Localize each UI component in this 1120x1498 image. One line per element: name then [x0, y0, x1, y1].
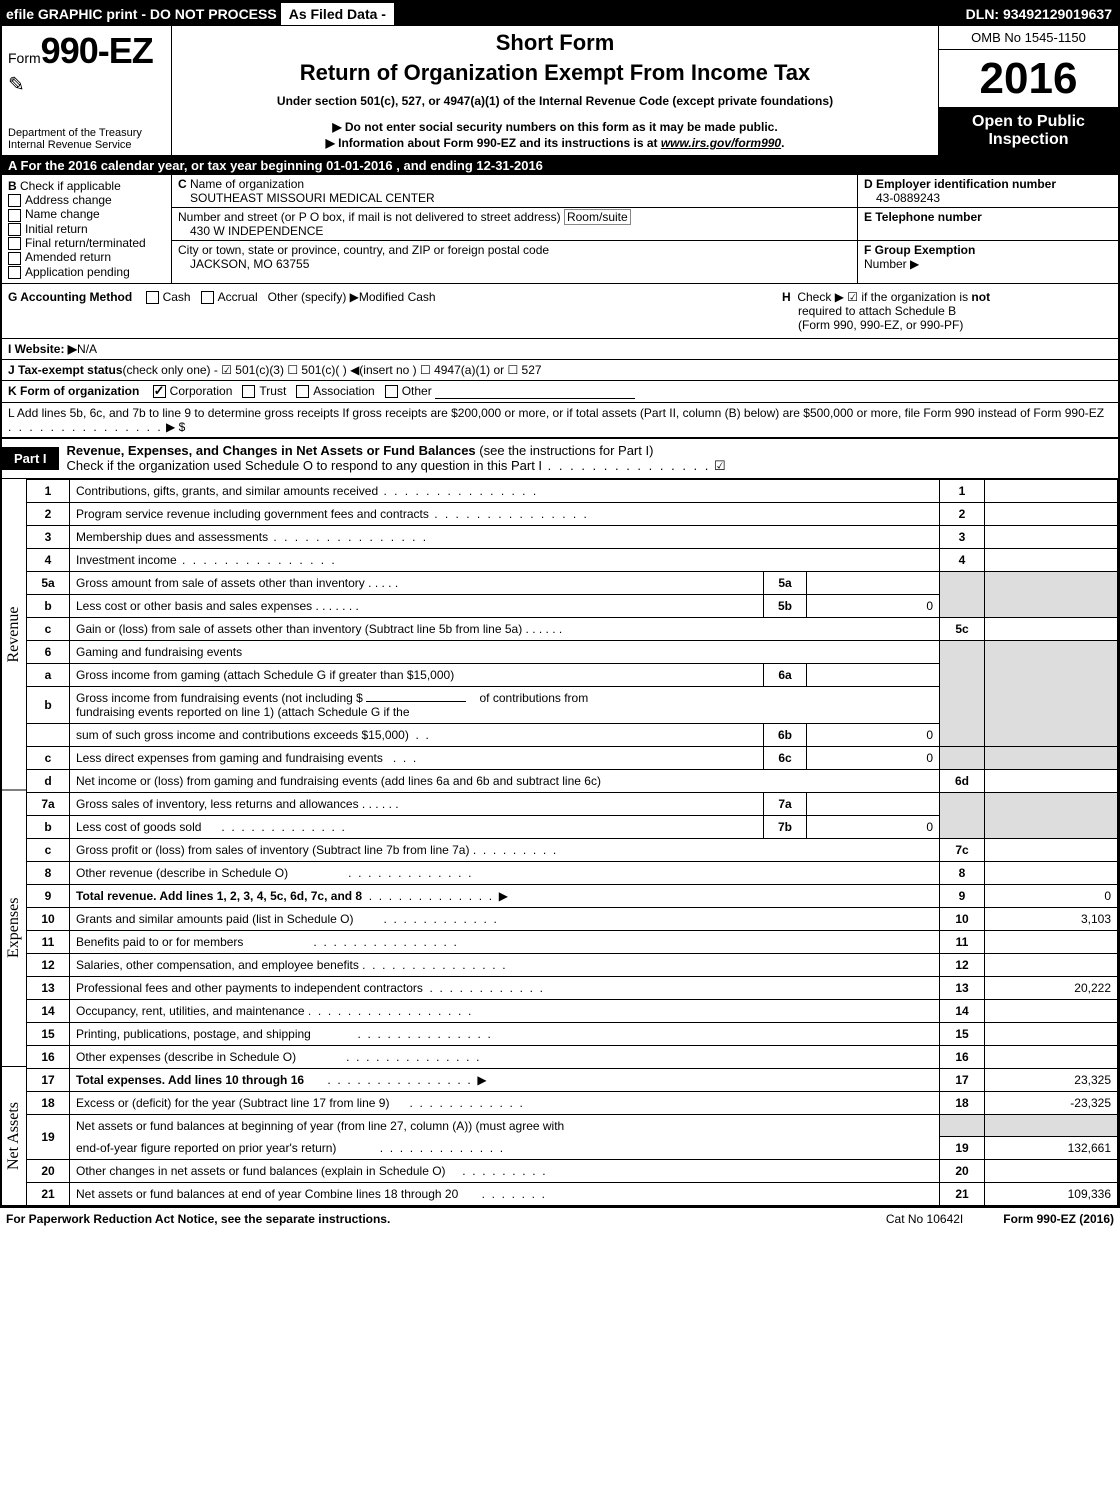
line-8: 8Other revenue (describe in Schedule O) … — [27, 861, 1118, 884]
side-expenses: Expenses — [2, 790, 26, 1067]
chk-accrual[interactable] — [201, 291, 214, 304]
line-12: 12Salaries, other compensation, and empl… — [27, 953, 1118, 976]
accounting-method: G Accounting Method Cash Accrual Other (… — [8, 290, 782, 332]
ein: 43-0889243 — [864, 191, 940, 205]
line-9: 9Total revenue. Add lines 1, 2, 3, 4, 5c… — [27, 884, 1118, 907]
chk-application-pending[interactable] — [8, 266, 21, 279]
form-subtitle: Under section 501(c), 527, or 4947(a)(1)… — [180, 94, 930, 108]
line-6c: cLess direct expenses from gaming and fu… — [27, 746, 1118, 769]
chk-final-return[interactable] — [8, 237, 21, 250]
row-k-org-form: K Form of organization Corporation Trust… — [2, 381, 1118, 402]
footer-left: For Paperwork Reduction Act Notice, see … — [6, 1212, 846, 1226]
form-990ez-page: efile GRAPHIC print - DO NOT PROCESS As … — [0, 0, 1120, 1208]
part-i-header: Part I Revenue, Expenses, and Changes in… — [2, 438, 1118, 479]
line-3: 3Membership dues and assessments3 — [27, 525, 1118, 548]
footer: For Paperwork Reduction Act Notice, see … — [0, 1208, 1120, 1230]
open-to-public: Open to Public Inspection — [939, 107, 1118, 155]
org-city: JACKSON, MO 63755 — [178, 257, 309, 271]
form-prefix: Form — [8, 50, 41, 66]
chk-other-org[interactable] — [385, 385, 398, 398]
chk-initial-return[interactable] — [8, 223, 21, 236]
footer-right: Form 990-EZ (2016) — [1003, 1212, 1114, 1226]
short-form-label: Short Form — [180, 30, 930, 56]
tax-year: 2016 — [939, 50, 1118, 107]
dept-treasury: Department of the Treasury — [8, 127, 165, 139]
side-labels: Revenue Expenses Net Assets — [2, 479, 26, 1207]
form-number: 990-EZ — [41, 30, 153, 71]
header: Form990-EZ ✎ Department of the Treasury … — [2, 26, 1118, 156]
line-17: 17Total expenses. Add lines 10 through 1… — [27, 1068, 1118, 1091]
form-note1: ▶ Do not enter social security numbers o… — [180, 120, 930, 134]
line-15: 15Printing, publications, postage, and s… — [27, 1022, 1118, 1045]
schedule-b-check: H Check ▶ ☑ if the organization is not r… — [782, 290, 1112, 332]
header-right: OMB No 1545-1150 2016 Open to Public Ins… — [938, 26, 1118, 155]
line-7a: 7aGross sales of inventory, less returns… — [27, 792, 1118, 815]
line-6: 6Gaming and fundraising events — [27, 640, 1118, 663]
part-i-table: 1Contributions, gifts, grants, and simil… — [26, 479, 1118, 1207]
line-7c: cGross profit or (loss) from sales of in… — [27, 838, 1118, 861]
column-def: D Employer identification number 43-0889… — [857, 175, 1118, 283]
line-6d: dNet income or (loss) from gaming and fu… — [27, 769, 1118, 792]
side-netassets: Net Assets — [2, 1067, 26, 1206]
line-13: 13Professional fees and other payments t… — [27, 976, 1118, 999]
chk-address-change[interactable] — [8, 194, 21, 207]
row-gh: G Accounting Method Cash Accrual Other (… — [2, 284, 1118, 339]
row-a-tax-year: A For the 2016 calendar year, or tax yea… — [2, 156, 1118, 175]
line-21: 21Net assets or fund balances at end of … — [27, 1183, 1118, 1206]
topbar-dln: DLN: 93492129019637 — [966, 6, 1118, 22]
form-note2: ▶ Information about Form 990-EZ and its … — [180, 136, 930, 150]
column-c: C Name of organization SOUTHEAST MISSOUR… — [172, 175, 857, 283]
line-19a: 19Net assets or fund balances at beginni… — [27, 1114, 1118, 1137]
side-revenue: Revenue — [2, 479, 26, 791]
line-5a: 5aGross amount from sale of assets other… — [27, 571, 1118, 594]
omb-number: OMB No 1545-1150 — [939, 26, 1118, 50]
dept-irs: Internal Revenue Service — [8, 139, 165, 151]
line-4: 4Investment income4 — [27, 548, 1118, 571]
chk-name-change[interactable] — [8, 209, 21, 222]
chk-amended-return[interactable] — [8, 252, 21, 265]
line-19b: end-of-year figure reported on prior yea… — [27, 1137, 1118, 1160]
section-bcdef: B Check if applicable Address change Nam… — [2, 175, 1118, 284]
line-1: 1Contributions, gifts, grants, and simil… — [27, 479, 1118, 502]
top-bar: efile GRAPHIC print - DO NOT PROCESS As … — [2, 2, 1118, 26]
part-i-tag: Part I — [2, 447, 59, 470]
part-i-grid: Revenue Expenses Net Assets 1Contributio… — [2, 479, 1118, 1207]
line-10: 10Grants and similar amounts paid (list … — [27, 907, 1118, 930]
footer-mid: Cat No 10642I — [846, 1212, 1003, 1226]
line-16: 16Other expenses (describe in Schedule O… — [27, 1045, 1118, 1068]
org-street: 430 W INDEPENDENCE — [178, 224, 323, 238]
line-5c: cGain or (loss) from sale of assets othe… — [27, 617, 1118, 640]
header-mid: Short Form Return of Organization Exempt… — [172, 26, 938, 155]
column-b: B Check if applicable Address change Nam… — [2, 175, 172, 283]
topbar-mid: As Filed Data - — [281, 3, 394, 25]
line-18: 18Excess or (deficit) for the year (Subt… — [27, 1091, 1118, 1114]
topbar-left: efile GRAPHIC print - DO NOT PROCESS — [2, 6, 277, 22]
chk-cash[interactable] — [146, 291, 159, 304]
line-20: 20Other changes in net assets or fund ba… — [27, 1160, 1118, 1183]
line-14: 14Occupancy, rent, utilities, and mainte… — [27, 999, 1118, 1022]
row-j-tax-exempt: J Tax-exempt status(check only one) - ☑ … — [2, 360, 1118, 381]
line-2: 2Program service revenue including gover… — [27, 502, 1118, 525]
org-name: SOUTHEAST MISSOURI MEDICAL CENTER — [178, 191, 435, 205]
chk-association[interactable] — [296, 385, 309, 398]
line-11: 11Benefits paid to or for members . . . … — [27, 930, 1118, 953]
row-i-website: I Website: ▶N/A — [2, 339, 1118, 360]
chk-trust[interactable] — [242, 385, 255, 398]
header-left: Form990-EZ ✎ Department of the Treasury … — [2, 26, 172, 155]
chk-corporation[interactable] — [153, 385, 166, 398]
form-title: Return of Organization Exempt From Incom… — [180, 60, 930, 86]
row-l-gross-receipts: L Add lines 5b, 6c, and 7b to line 9 to … — [2, 402, 1118, 438]
website: N/A — [77, 342, 97, 356]
